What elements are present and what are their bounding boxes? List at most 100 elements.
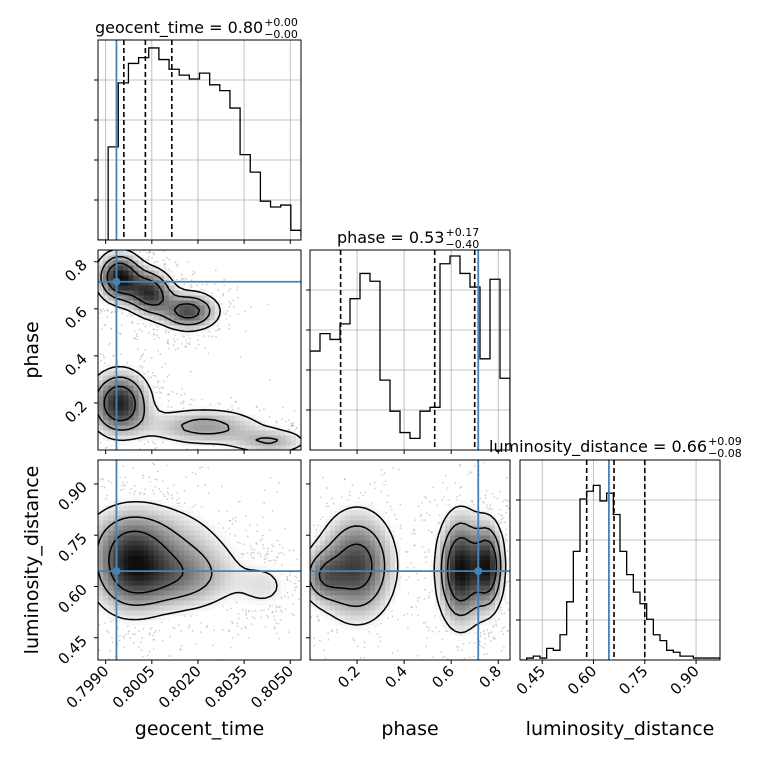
sample-point <box>154 486 157 488</box>
sample-point <box>242 464 244 466</box>
sample-point <box>313 431 315 433</box>
sample-point <box>153 632 156 634</box>
sample-point <box>111 641 114 644</box>
sample-point <box>133 468 135 470</box>
density-cell <box>138 285 145 291</box>
density-cell <box>123 370 129 376</box>
sample-point <box>151 473 153 475</box>
density-cell <box>103 420 109 426</box>
sample-point <box>170 494 173 497</box>
density-cell <box>224 410 231 416</box>
density-cell <box>199 405 206 411</box>
density-cell <box>158 270 165 276</box>
sample-point <box>94 654 96 656</box>
sample-point <box>174 261 177 264</box>
density-cell <box>148 320 155 326</box>
sample-point <box>144 373 147 375</box>
sample-point <box>328 438 330 440</box>
density-cell <box>285 435 292 441</box>
sample-point <box>260 467 262 469</box>
density-cell <box>184 405 190 411</box>
sample-point <box>78 252 80 254</box>
density-cell <box>133 610 140 616</box>
density-cell <box>128 405 135 411</box>
density-cell <box>128 420 135 426</box>
sample-point <box>282 406 285 409</box>
sample-point <box>11 537 13 539</box>
sample-point <box>145 258 148 261</box>
sample-point <box>271 611 274 614</box>
density-cell <box>275 430 282 436</box>
sample-point <box>84 423 86 425</box>
sample-point <box>276 421 278 424</box>
density-cell <box>224 425 231 431</box>
sample-point <box>104 622 106 624</box>
sample-point <box>132 633 135 635</box>
sample-point <box>61 575 63 577</box>
sample-point <box>93 254 95 256</box>
sample-point <box>175 263 178 266</box>
sample-point <box>168 258 171 261</box>
sample-point <box>95 429 97 431</box>
sample-point <box>284 458 286 460</box>
density-cell <box>148 400 155 406</box>
density-cell <box>108 260 114 266</box>
density-cell <box>184 410 190 416</box>
density-cell <box>98 280 104 286</box>
sample-point <box>94 290 96 292</box>
sample-point <box>93 395 95 397</box>
density-cell <box>255 415 261 421</box>
density-cell <box>148 300 155 306</box>
sample-point <box>266 550 269 553</box>
density-cell <box>174 425 180 431</box>
density-cell <box>169 430 175 436</box>
sample-point <box>88 240 90 242</box>
sample-point <box>149 628 152 631</box>
sample-point <box>136 333 138 336</box>
sample-point <box>156 328 159 331</box>
density-cell <box>199 300 206 306</box>
sample-point <box>105 248 107 250</box>
density-cell <box>245 440 251 446</box>
density-cell <box>138 385 145 391</box>
sample-point <box>212 672 214 674</box>
sample-point <box>82 562 84 564</box>
sample-point <box>239 356 242 358</box>
density-cell <box>158 280 165 286</box>
sample-point <box>74 389 76 391</box>
sample-point <box>93 397 95 399</box>
density-cell <box>209 305 216 311</box>
density-cell <box>255 445 261 450</box>
sample-point <box>147 258 150 261</box>
sample-point <box>150 626 153 629</box>
sample-point <box>92 402 94 404</box>
sample-point <box>244 330 247 333</box>
sample-point <box>190 370 192 373</box>
density-cell <box>179 425 185 431</box>
density-cell <box>128 620 135 626</box>
sample-point <box>191 285 193 288</box>
sample-point <box>212 644 214 647</box>
density-cell <box>224 415 231 421</box>
sample-point <box>303 568 305 570</box>
density-cell <box>138 380 145 386</box>
sample-point <box>289 580 292 583</box>
sample-point <box>88 577 90 579</box>
density-cell <box>98 415 104 421</box>
sample-point <box>63 518 65 520</box>
density-cell <box>133 375 140 381</box>
sample-point <box>245 627 247 630</box>
sample-point <box>250 623 253 625</box>
sample-point <box>258 454 260 456</box>
density-cell <box>153 425 160 431</box>
density-cell <box>118 250 124 256</box>
sample-point <box>262 516 264 519</box>
sample-point <box>168 373 171 376</box>
density-cell <box>214 445 221 450</box>
density-cell <box>108 300 114 306</box>
density-cell <box>174 415 180 421</box>
density-cell <box>108 395 114 401</box>
density-cell <box>224 440 231 446</box>
density-cell <box>158 430 165 436</box>
sample-point <box>246 551 249 554</box>
